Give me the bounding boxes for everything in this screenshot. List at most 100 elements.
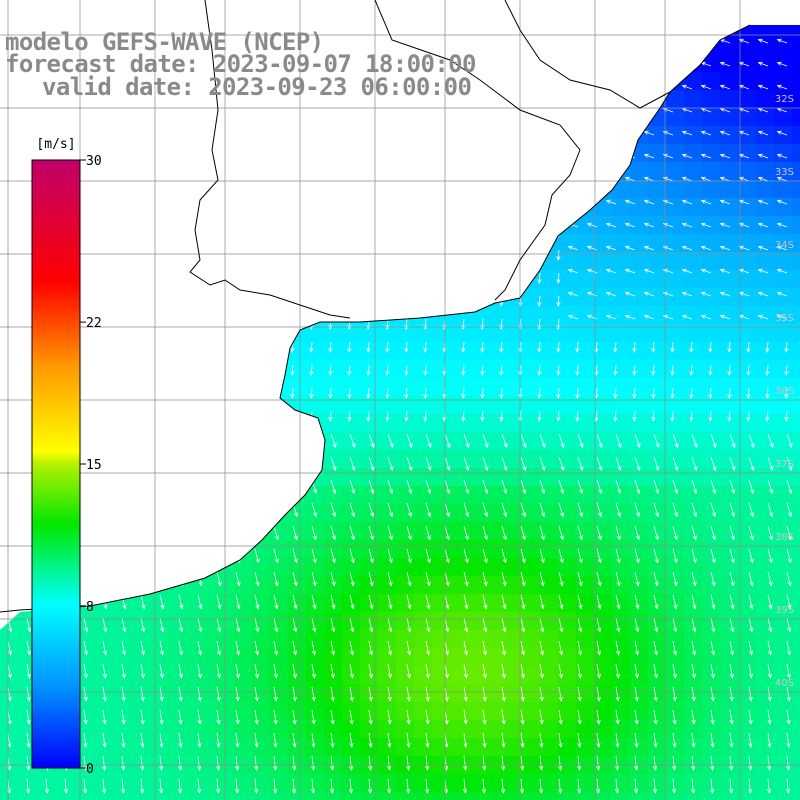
speed-cell <box>576 270 594 288</box>
speed-cell <box>378 504 396 522</box>
speed-cell <box>288 576 306 594</box>
speed-cell <box>666 684 684 702</box>
speed-cell <box>684 378 702 396</box>
speed-cell <box>306 486 324 504</box>
speed-cell <box>774 126 792 144</box>
speed-cell <box>576 396 594 414</box>
latitude-label: 36S <box>775 386 794 397</box>
wind-arrow-head <box>674 443 679 449</box>
wind-arrow <box>368 479 374 494</box>
speed-cell <box>450 666 468 684</box>
wind-arrow <box>520 456 526 471</box>
speed-cell <box>504 432 522 450</box>
wind-arrow-head <box>615 765 620 771</box>
wind-arrow-head <box>558 673 563 679</box>
speed-cell <box>288 612 306 630</box>
wind-arrow-head <box>254 673 259 679</box>
wind-arrow <box>748 686 752 701</box>
wind-arrow-head <box>484 489 489 495</box>
wind-arrow-head <box>579 512 584 518</box>
wind-arrow <box>349 479 355 494</box>
wind-arrow <box>368 571 373 586</box>
speed-cell <box>702 666 720 684</box>
wind-arrow-head <box>446 443 451 449</box>
wind-arrow <box>615 479 621 494</box>
wind-arrow <box>625 292 636 297</box>
speed-cell <box>126 612 144 630</box>
speed-cell <box>702 162 720 180</box>
speed-cell <box>612 306 630 324</box>
speed-cell <box>270 612 288 630</box>
speed-cell <box>702 576 720 594</box>
wind-arrow <box>747 341 750 353</box>
wind-arrow <box>330 709 334 724</box>
wind-arrow-head <box>540 604 545 610</box>
speed-cell <box>342 378 360 396</box>
speed-cell <box>360 414 378 432</box>
wind-arrow <box>405 364 408 376</box>
speed-cell <box>360 630 378 648</box>
speed-cell <box>468 612 486 630</box>
speed-cell <box>468 720 486 738</box>
speed-cell <box>792 450 800 468</box>
speed-cell <box>468 414 486 432</box>
wind-arrow <box>26 755 29 770</box>
speed-cell <box>522 558 540 576</box>
wind-arrow-head <box>786 650 792 656</box>
speed-cell <box>540 594 558 612</box>
wind-arrow <box>330 686 334 701</box>
wind-arrow-head <box>312 604 317 610</box>
wind-arrow-head <box>446 512 451 518</box>
wind-arrow <box>292 617 297 632</box>
wind-arrow-head <box>613 371 618 376</box>
wind-arrow <box>606 315 617 320</box>
speed-cell <box>630 594 648 612</box>
wind-arrow <box>739 131 750 136</box>
wind-arrow-head <box>520 696 525 702</box>
wind-arrow <box>311 502 317 517</box>
wind-arrow <box>387 433 394 448</box>
wind-arrow-head <box>463 719 468 725</box>
wind-arrow-head <box>786 696 791 702</box>
speed-cell <box>468 360 486 378</box>
speed-cell <box>612 486 630 504</box>
speed-cell <box>396 576 414 594</box>
speed-cell <box>198 666 216 684</box>
wind-arrow <box>748 755 751 770</box>
speed-cell <box>162 666 180 684</box>
speed-cell <box>738 36 756 54</box>
speed-cell <box>342 558 360 576</box>
wind-arrow-head <box>464 558 469 564</box>
speed-cell <box>486 522 504 540</box>
wind-arrow <box>425 686 429 701</box>
speed-cell <box>306 684 324 702</box>
speed-cell <box>486 396 504 414</box>
wind-arrow <box>254 686 258 701</box>
wind-arrow <box>728 364 731 376</box>
speed-cell <box>288 666 306 684</box>
wind-arrow <box>425 640 430 655</box>
speed-cell <box>666 450 684 468</box>
speed-cell <box>612 324 630 342</box>
speed-cell <box>414 396 432 414</box>
wind-arrow-head <box>519 789 525 794</box>
speed-cell <box>540 702 558 720</box>
wind-arrow-head <box>614 789 620 794</box>
speed-cell <box>558 468 576 486</box>
speed-cell <box>630 324 648 342</box>
speed-cell <box>774 108 792 126</box>
speed-cell <box>792 360 800 378</box>
wind-arrow-head <box>332 466 337 472</box>
speed-cell <box>360 792 378 800</box>
speed-cell <box>378 558 396 576</box>
speed-cell <box>540 630 558 648</box>
speed-cell <box>576 216 594 234</box>
wind-arrow <box>159 663 163 678</box>
speed-cell <box>288 594 306 612</box>
wind-arrow-head <box>693 466 698 472</box>
wind-arrow-head <box>522 443 527 449</box>
speed-cell <box>684 792 702 800</box>
wind-arrow <box>235 571 240 586</box>
speed-cell <box>738 576 756 594</box>
